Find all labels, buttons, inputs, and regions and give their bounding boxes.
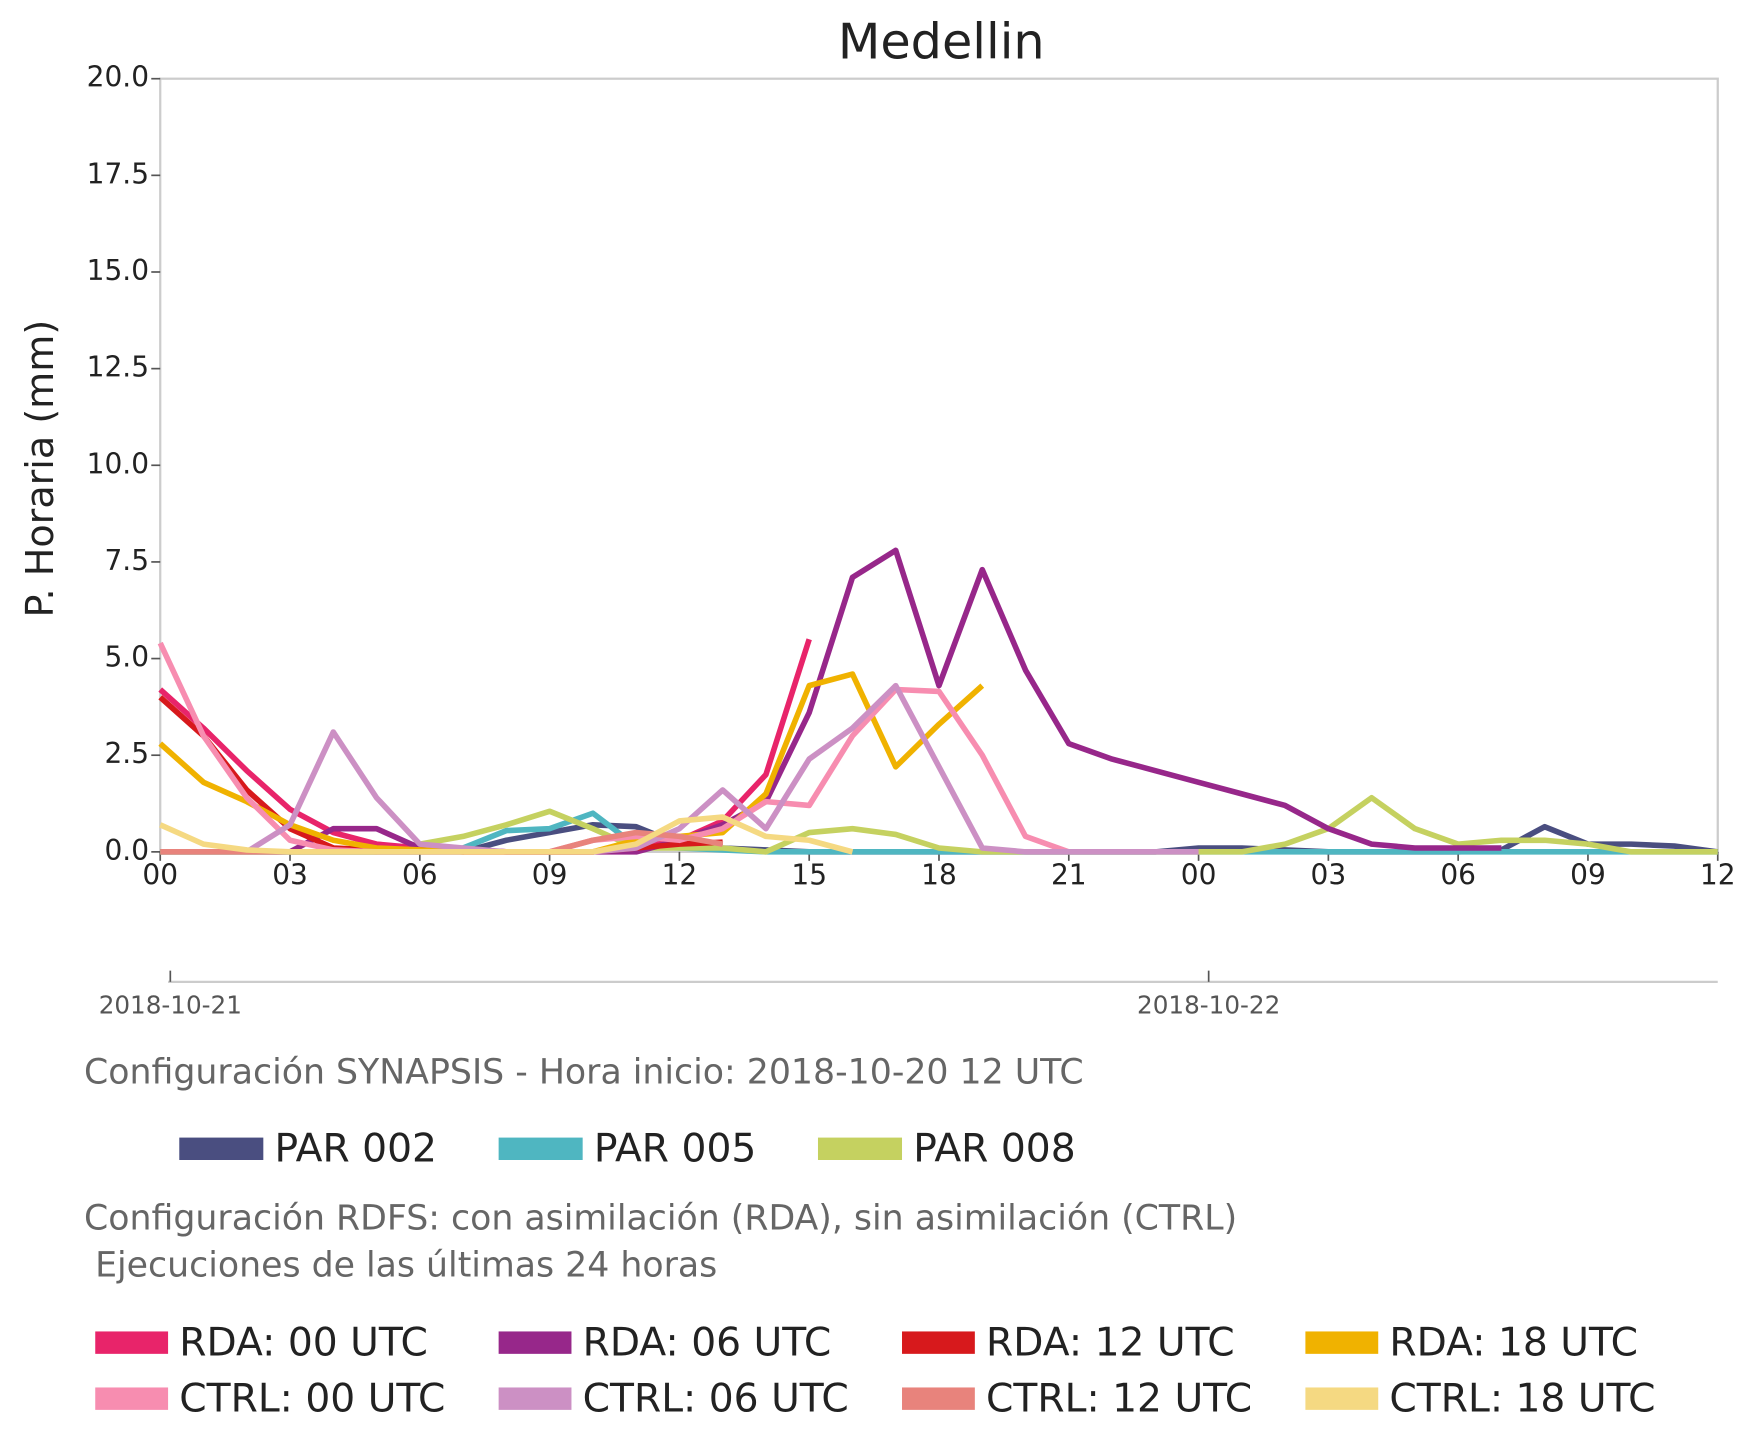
series-line <box>245 682 1199 855</box>
note: Configuración RDFS: con asimilación (RDA… <box>84 1198 1237 1238</box>
x-tick-label: 09 <box>1570 859 1606 892</box>
y-tick-label: 5.0 <box>104 641 149 674</box>
legend-swatch <box>1305 1331 1379 1354</box>
y-tick-label: 0.0 <box>104 834 149 867</box>
legend-swatch <box>902 1331 975 1354</box>
y-tick-label: 20.0 <box>87 61 149 94</box>
plot-frame <box>159 77 1719 853</box>
legend-swatch <box>1305 1387 1379 1410</box>
x-tick-label: 00 <box>1181 859 1217 892</box>
x-tick-label: 03 <box>1311 859 1347 892</box>
legend-swatch <box>902 1387 975 1410</box>
legend-label: CTRL: 06 UTC <box>583 1376 849 1421</box>
x-tick-label: 00 <box>142 859 178 892</box>
date-tick-label: 2018-10-22 <box>1137 990 1280 1019</box>
y-tick-label: 7.5 <box>104 544 149 577</box>
legend-swatch <box>817 1137 903 1160</box>
legend-swatch <box>498 1331 572 1354</box>
x-tick-label: 21 <box>1051 859 1087 892</box>
series-line <box>288 547 1502 855</box>
x-tick-label: 15 <box>791 859 827 892</box>
legend-swatch <box>498 1137 583 1160</box>
legend-label: RDA: 00 UTC <box>179 1320 428 1365</box>
legend-label: RDA: 06 UTC <box>583 1320 832 1365</box>
x-tick-label: 06 <box>402 859 438 892</box>
x-tick-label: 06 <box>1440 859 1476 892</box>
x-tick-label: 18 <box>921 859 957 892</box>
y-tick-label: 10.0 <box>87 447 149 480</box>
legend-label: RDA: 12 UTC <box>986 1320 1235 1365</box>
legend-swatch <box>95 1387 169 1410</box>
y-tick-label: 2.5 <box>104 737 149 770</box>
legend-label: PAR 008 <box>913 1127 1075 1172</box>
y-tick-label: 17.5 <box>87 157 149 190</box>
legend-label: PAR 002 <box>275 1127 437 1172</box>
legend-label: CTRL: 12 UTC <box>986 1376 1252 1421</box>
legend-swatch <box>95 1331 169 1354</box>
series-line <box>159 814 854 855</box>
chart-title: Medellin <box>838 13 1045 71</box>
x-tick-label: 09 <box>532 859 568 892</box>
date-tick-label: 2018-10-21 <box>99 990 242 1019</box>
legend-swatch <box>498 1387 572 1410</box>
legend-label: CTRL: 00 UTC <box>179 1376 445 1421</box>
legend-swatch <box>179 1137 264 1160</box>
note: Ejecuciones de las últimas 24 horas <box>84 1245 717 1285</box>
x-tick-label: 12 <box>1700 859 1736 892</box>
y-tick-label: 15.0 <box>87 254 149 287</box>
x-tick-label: 12 <box>662 859 698 892</box>
legend-label: PAR 005 <box>594 1127 756 1172</box>
y-tick-label: 12.5 <box>87 351 149 384</box>
legend-label: CTRL: 18 UTC <box>1389 1376 1655 1421</box>
x-tick-label: 03 <box>272 859 308 892</box>
note: Configuración SYNAPSIS - Hora inicio: 20… <box>84 1053 1084 1093</box>
y-axis-label: P. Horaria (mm) <box>18 320 62 618</box>
legend-label: RDA: 18 UTC <box>1389 1320 1638 1365</box>
